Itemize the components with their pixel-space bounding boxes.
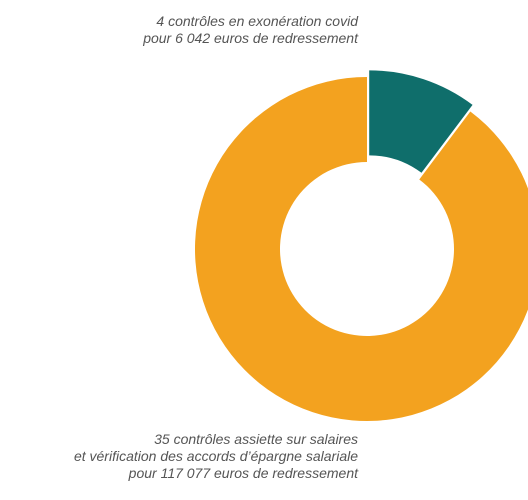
label-assiette-salaires-line-3: pour 117 077 euros de redressement: [128, 465, 358, 481]
slice-assiette-salaires: [195, 77, 528, 421]
label-assiette-salaires: 35 contrôles assiette sur salaires et vé…: [74, 431, 358, 482]
slice-exoneration-covid: [369, 70, 473, 173]
label-exoneration-covid-line-1: 4 contrôles en exonération covid: [156, 13, 358, 29]
label-assiette-salaires-line-1: 35 contrôles assiette sur salaires: [154, 431, 358, 447]
label-exoneration-covid-line-2: pour 6 042 euros de redressement: [143, 30, 358, 46]
label-assiette-salaires-line-2: et vérification des accords d’épargne sa…: [73, 448, 358, 464]
label-exoneration-covid: 4 contrôles en exonération covid pour 6 …: [143, 13, 358, 47]
